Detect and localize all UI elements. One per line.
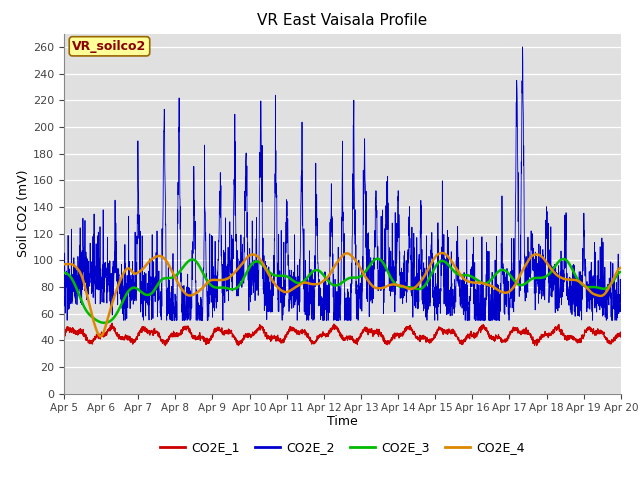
Y-axis label: Soil CO2 (mV): Soil CO2 (mV) — [17, 170, 30, 257]
Legend: CO2E_1, CO2E_2, CO2E_3, CO2E_4: CO2E_1, CO2E_2, CO2E_3, CO2E_4 — [156, 436, 529, 459]
X-axis label: Time: Time — [327, 415, 358, 428]
Title: VR East Vaisala Profile: VR East Vaisala Profile — [257, 13, 428, 28]
Text: VR_soilco2: VR_soilco2 — [72, 40, 147, 53]
